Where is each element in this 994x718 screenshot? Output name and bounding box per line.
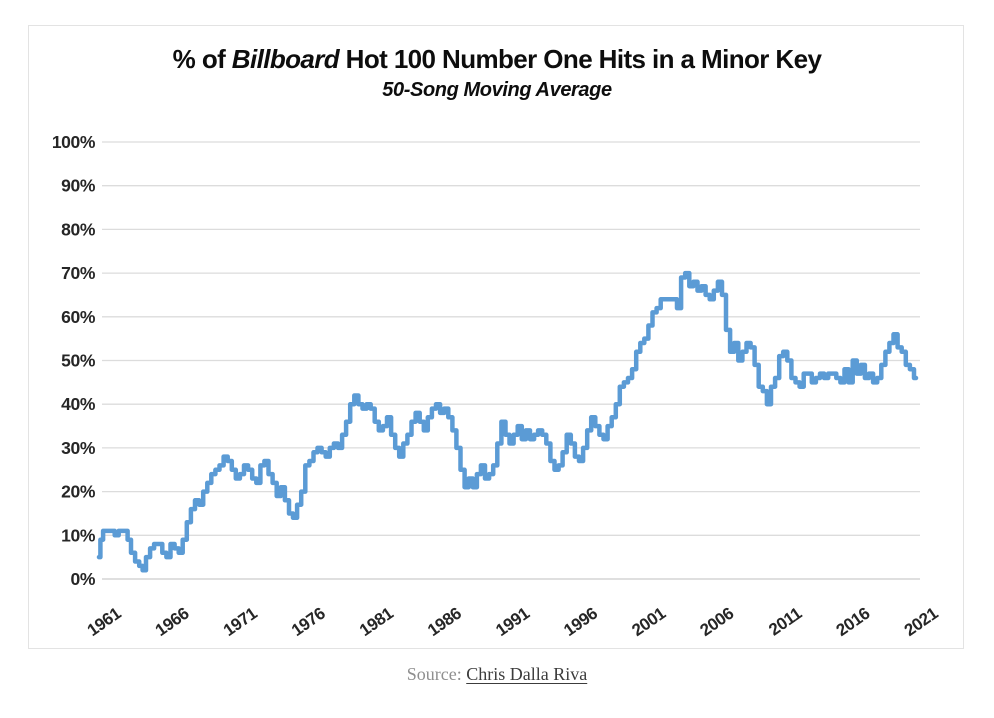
series-line: [96, 270, 919, 573]
y-tick-label: 90%: [61, 176, 96, 196]
y-tick-label: 60%: [61, 307, 96, 327]
x-tick-label: 2011: [765, 604, 805, 640]
y-tick-label: 40%: [61, 394, 96, 414]
y-tick-label: 50%: [61, 351, 96, 371]
x-tick-label: 2016: [833, 604, 874, 640]
y-tick-label: 80%: [61, 219, 96, 239]
chart-title: % of Billboard Hot 100 Number One Hits i…: [0, 43, 994, 76]
x-tick-label: 1971: [220, 604, 261, 640]
y-tick-label: 70%: [61, 263, 96, 283]
x-tick-label: 2006: [696, 604, 737, 640]
chart-header: % of Billboard Hot 100 Number One Hits i…: [0, 43, 994, 102]
x-tick-label: 2021: [901, 604, 942, 640]
chart-title-billboard: Billboard: [231, 44, 340, 74]
y-tick-label: 30%: [61, 438, 96, 458]
x-tick-label: 1966: [152, 604, 193, 640]
source-link[interactable]: Chris Dalla Riva: [466, 664, 588, 684]
y-tick-label: 20%: [61, 482, 96, 502]
y-tick-label: 10%: [61, 525, 96, 545]
chart-title-prefix: % of: [172, 44, 232, 74]
x-tick-label: 1976: [288, 604, 329, 640]
x-tick-label: 1986: [424, 604, 465, 640]
chart-subtitle: 50-Song Moving Average: [382, 78, 612, 101]
y-tick-label: 100%: [52, 132, 96, 152]
x-tick-label: 1996: [560, 604, 601, 640]
chart-title-suffix: Hot 100 Number One Hits in a Minor Key: [339, 44, 822, 74]
x-tick-label: 1961: [84, 604, 125, 640]
y-tick-label: 0%: [71, 569, 96, 589]
x-tick-label: 1981: [356, 604, 397, 640]
x-tick-label: 1991: [492, 604, 533, 640]
source-attribution: Source: Chris Dalla Riva: [0, 664, 994, 685]
source-label: Source:: [406, 664, 467, 684]
x-tick-label: 2001: [628, 604, 669, 640]
